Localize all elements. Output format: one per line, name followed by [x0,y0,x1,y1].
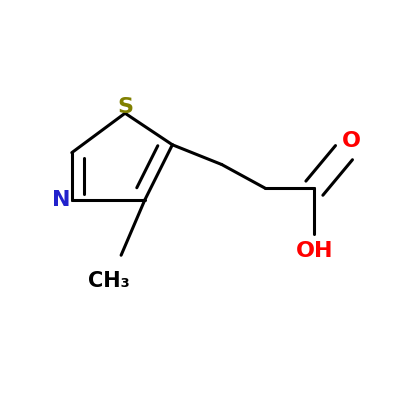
Text: OH: OH [296,241,333,261]
Text: N: N [52,190,70,210]
Text: O: O [342,131,361,151]
Text: CH₃: CH₃ [88,271,130,291]
Text: S: S [117,97,133,117]
